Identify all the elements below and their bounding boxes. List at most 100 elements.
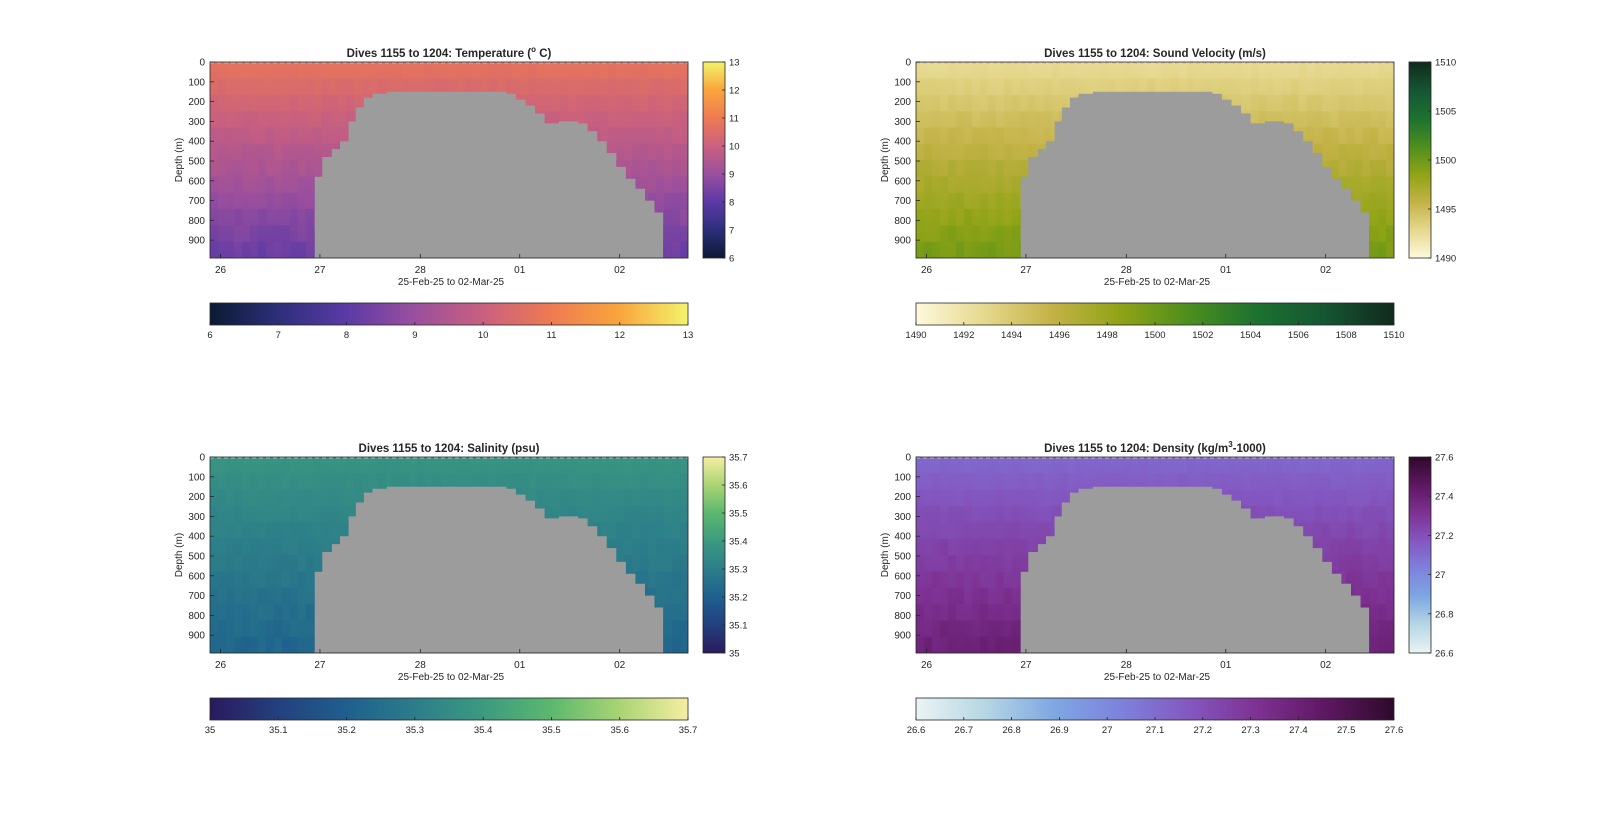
data-cell bbox=[210, 241, 219, 259]
data-cell bbox=[560, 457, 569, 474]
data-cell bbox=[979, 587, 989, 605]
data-cell bbox=[916, 94, 925, 112]
data-cell bbox=[265, 176, 275, 194]
data-cell bbox=[576, 62, 585, 79]
data-cell bbox=[987, 62, 997, 79]
data-cell bbox=[1091, 78, 1100, 96]
data-cell bbox=[1298, 111, 1307, 128]
data-cell bbox=[217, 571, 227, 589]
data-cell bbox=[1139, 473, 1148, 491]
data-cell bbox=[931, 94, 941, 112]
data-cell bbox=[233, 225, 243, 243]
data-cell bbox=[971, 555, 981, 572]
data-cell bbox=[939, 160, 949, 177]
data-cell bbox=[369, 62, 378, 79]
data-cell bbox=[353, 489, 362, 507]
data-cell bbox=[1147, 62, 1156, 79]
data-cell bbox=[273, 636, 283, 654]
data-cell bbox=[281, 538, 291, 556]
data-cell bbox=[1330, 62, 1339, 79]
data-cell bbox=[931, 555, 941, 572]
data-cell bbox=[1234, 62, 1244, 79]
data-cell bbox=[210, 78, 219, 96]
data-cell bbox=[672, 94, 681, 112]
data-cell bbox=[249, 62, 259, 79]
data-cell bbox=[1314, 127, 1323, 145]
data-cell bbox=[1035, 78, 1044, 96]
data-cell bbox=[1354, 78, 1363, 96]
data-cell bbox=[971, 538, 981, 556]
data-cell bbox=[1386, 620, 1395, 638]
data-cell bbox=[987, 538, 997, 556]
data-cell bbox=[210, 160, 219, 177]
data-cell bbox=[305, 143, 315, 161]
data-cell bbox=[449, 78, 458, 96]
data-cell bbox=[1338, 489, 1347, 507]
data-cell bbox=[624, 62, 633, 79]
data-cell bbox=[337, 127, 346, 145]
data-cell bbox=[1338, 571, 1347, 589]
data-cell bbox=[963, 489, 973, 507]
data-cell bbox=[1043, 506, 1052, 523]
colorbar-tick-label: 35.7 bbox=[729, 453, 748, 464]
data-cell bbox=[337, 489, 346, 507]
data-cell bbox=[1083, 62, 1092, 79]
data-cell bbox=[916, 241, 925, 259]
hcolorbar-tick-label: 35 bbox=[205, 725, 216, 736]
data-cell bbox=[241, 489, 251, 507]
data-cell bbox=[1386, 160, 1395, 177]
data-cell bbox=[1362, 176, 1371, 194]
data-cell bbox=[1266, 78, 1275, 96]
data-cell bbox=[1003, 78, 1013, 96]
data-cell bbox=[672, 457, 681, 474]
data-cell bbox=[931, 111, 941, 128]
data-cell bbox=[241, 143, 251, 161]
data-cell bbox=[233, 473, 243, 491]
data-cell bbox=[257, 78, 267, 96]
data-cell bbox=[544, 457, 554, 474]
data-cell bbox=[664, 78, 673, 96]
data-cell bbox=[1370, 143, 1379, 161]
data-cell bbox=[1378, 473, 1387, 491]
data-cell bbox=[1250, 111, 1260, 128]
data-cell bbox=[1386, 111, 1395, 128]
data-cell bbox=[1386, 555, 1395, 572]
data-cell bbox=[1338, 457, 1347, 474]
data-cell bbox=[1011, 241, 1021, 259]
data-cell bbox=[971, 620, 981, 638]
data-cell bbox=[1194, 62, 1204, 79]
data-cell bbox=[971, 604, 981, 621]
data-cell bbox=[923, 506, 933, 523]
data-cell bbox=[1378, 538, 1387, 556]
data-cell bbox=[1186, 62, 1196, 79]
data-cell bbox=[916, 538, 925, 556]
data-cell bbox=[947, 192, 957, 210]
colorbar-tick-label: 27.4 bbox=[1435, 492, 1454, 503]
data-cell bbox=[1378, 94, 1387, 112]
y-tick-label: 0 bbox=[905, 453, 911, 464]
data-cell bbox=[1314, 62, 1323, 79]
data-cell bbox=[995, 473, 1005, 491]
data-cell bbox=[656, 571, 665, 589]
data-cell bbox=[568, 78, 577, 96]
y-tick-label: 400 bbox=[188, 137, 205, 148]
data-cell bbox=[584, 473, 593, 491]
data-cell bbox=[1338, 506, 1347, 523]
data-cell bbox=[632, 94, 641, 112]
data-cell bbox=[496, 473, 506, 491]
colorbar-tick-label: 26.8 bbox=[1435, 609, 1454, 620]
data-cell bbox=[1370, 241, 1379, 259]
data-cell bbox=[600, 94, 609, 112]
data-cell bbox=[931, 604, 941, 621]
data-cell bbox=[1354, 457, 1363, 474]
y-tick-label: 500 bbox=[894, 551, 911, 562]
data-cell bbox=[672, 522, 681, 540]
data-cell bbox=[257, 538, 267, 556]
data-cell bbox=[608, 457, 617, 474]
data-cell bbox=[273, 473, 283, 491]
data-cell bbox=[640, 538, 649, 556]
data-cell bbox=[1147, 78, 1156, 96]
data-cell bbox=[648, 143, 657, 161]
data-cell bbox=[313, 522, 323, 540]
data-cell bbox=[1322, 78, 1331, 96]
